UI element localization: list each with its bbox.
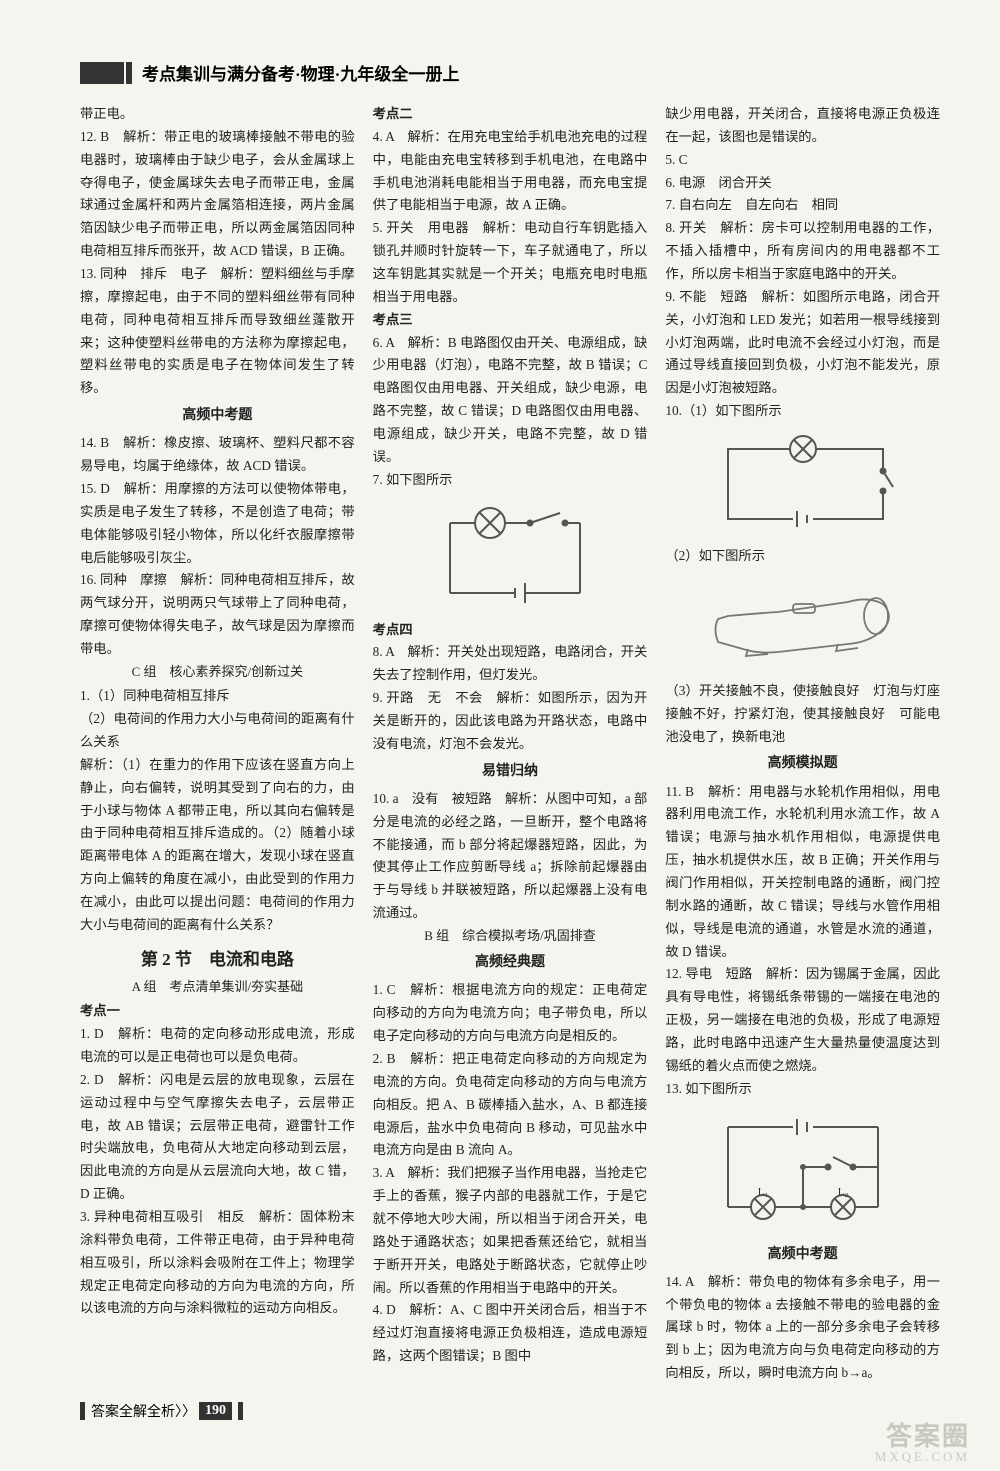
text: 1.（1）同种电荷相互排斥 xyxy=(80,685,355,708)
text: 6. 电源 闭合开关 xyxy=(665,172,940,195)
footer-decor-bar xyxy=(80,1402,85,1420)
subheading: A 组 考点清单集训/夯实基础 xyxy=(80,976,355,998)
column-1: 带正电。 12. B 解析：带正电的玻璃棒接触不带电的验电器时，玻璃棒由于缺少电… xyxy=(80,103,355,1393)
text: 5. 开关 用电器 解析：电动自行车钥匙插入锁孔并顺时针旋转一下，车子就通电了，… xyxy=(373,217,648,308)
watermark-url: MXQE.COM xyxy=(875,1449,970,1465)
text: 13. 如下图所示 xyxy=(665,1078,940,1101)
subheading: C 组 核心素养探究/创新过关 xyxy=(80,661,355,683)
circuit-diagram-q13: L₁ L₂ xyxy=(703,1107,903,1237)
keypoint-label: 考点一 xyxy=(80,1000,355,1023)
subheading: B 组 综合模拟考场/巩固排查 xyxy=(373,925,648,947)
text: 9. 不能 短路 解析：如图所示电路，闭合开关，小灯泡和 LED 发光；如若用一… xyxy=(665,286,940,400)
text: 缺少用电器，开关闭合，直接将电源正负极连在一起，该图也是错误的。 xyxy=(665,103,940,149)
heading: 高频中考题 xyxy=(665,1243,940,1267)
text: 9. 开路 无 不会 解析：如图所示，因为开关是断开的，因此该电路为开路状态，电… xyxy=(373,687,648,756)
text: 10.（1）如下图所示 xyxy=(665,400,940,423)
flashlight-diagram-q10b xyxy=(698,574,908,674)
text: 5. C xyxy=(665,149,940,172)
text: 8. 开关 解析：房卡可以控制用电器的工作，不插入插槽中，所有房间内的用电器都不… xyxy=(665,217,940,286)
text: 带正电。 xyxy=(80,103,355,126)
text: 15. D 解析：用摩擦的方法可以使物体带电，实质是电子发生了转移，不是创造了电… xyxy=(80,478,355,569)
footer-arrows: 〉〉 xyxy=(175,1401,196,1421)
section-title: 第 2 节 电流和电路 xyxy=(80,945,355,974)
label-l2: L₂ xyxy=(837,1186,848,1198)
text: 4. A 解析：在用充电宝给手机电池充电的过程中，电能由充电宝转移到手机电池，在… xyxy=(373,126,648,217)
text: 4. D 解析：A、C 图中开关闭合后，相当于不经过灯泡直接将电源正负极相连，造… xyxy=(373,1299,648,1368)
text: 1. C 解析：根据电流方向的规定：正电荷定向移动的方向为电流方向；电子带负电，… xyxy=(373,979,648,1048)
text: 7. 如下图所示 xyxy=(373,469,648,492)
keypoint-label: 考点四 xyxy=(373,619,648,642)
page-header: 考点集训与满分备考·物理·九年级全一册上 xyxy=(80,60,940,85)
heading: 高频中考题 xyxy=(80,404,355,428)
text: （2）如下图所示 xyxy=(665,545,940,568)
circuit-diagram-q10a xyxy=(703,429,903,539)
text: 2. D 解析：闪电是云层的放电现象，云层在运动过程中与空气摩擦失去电子，云层带… xyxy=(80,1069,355,1206)
content-columns: 带正电。 12. B 解析：带正电的玻璃棒接触不带电的验电器时，玻璃棒由于缺少电… xyxy=(80,103,940,1393)
text: 解析：（1）在重力的作用下应该在竖直方向上静止，向右偏转，说明其受到了向右的力，… xyxy=(80,754,355,937)
text: 6. A 解析：B 电路图仅由开关、电源组成，缺少用电器（灯泡），电路不完整，故… xyxy=(373,332,648,469)
text: 8. A 解析：开关处出现短路，电路闭合，开关失去了控制作用，但灯发光。 xyxy=(373,641,648,687)
text: 3. 异种电荷相互吸引 相反 解析：固体粉末涂料带负电荷，工件带正电荷，由于异种… xyxy=(80,1206,355,1320)
text: 2. B 解析：把正电荷定向移动的方向规定为电流的方向。负电荷定向移动的方向与电… xyxy=(373,1048,648,1162)
text: （3）开关接触不良，使接触良好 灯泡与灯座接触不好，拧紧灯泡，使其接触良好 可能… xyxy=(665,680,940,749)
keypoint-label: 考点三 xyxy=(373,309,648,332)
text: 3. A 解析：我们把猴子当作用电器，当抢走它手上的香蕉，猴子内部的电器就工作，… xyxy=(373,1162,648,1299)
footer-label: 答案全解全析 xyxy=(91,1401,175,1421)
text: 7. 自右向左 自左向右 相同 xyxy=(665,194,940,217)
text: 11. B 解析：用电器与水轮机作用相似，用电器利用电流工作，水轮机利用水流工作… xyxy=(665,781,940,964)
label-l1: L₁ xyxy=(757,1186,768,1198)
text: 13. 同种 排斥 电子 解析：塑料细丝与手摩擦，摩擦起电，由于不同的塑料细丝带… xyxy=(80,263,355,400)
header-title: 考点集训与满分备考·物理·九年级全一册上 xyxy=(142,60,459,85)
header-decor-block xyxy=(80,62,124,84)
text: （2）电荷间的作用力大小与电荷间的距离有什么关系 xyxy=(80,708,355,754)
circuit-diagram-q7 xyxy=(420,498,600,613)
column-2: 考点二 4. A 解析：在用充电宝给手机电池充电的过程中，电能由充电宝转移到手机… xyxy=(373,103,648,1393)
keypoint-label: 考点二 xyxy=(373,103,648,126)
column-3: 缺少用电器，开关闭合，直接将电源正负极连在一起，该图也是错误的。 5. C 6.… xyxy=(665,103,940,1393)
text: 12. B 解析：带正电的玻璃棒接触不带电的验电器时，玻璃棒由于缺少电子，会从金… xyxy=(80,126,355,263)
header-decor-bar xyxy=(126,62,132,84)
text: 14. A 解析：带负电的物体有多余电子，用一个带负电的物体 a 去接触不带电的… xyxy=(665,1271,940,1385)
text: 12. 导电 短路 解析：因为锡属于金属，因此具有导电性，将锡纸条带锡的一端接在… xyxy=(665,963,940,1077)
watermark-text: 答案圈 xyxy=(886,1416,970,1453)
page-footer: 答案全解全析 〉〉 190 xyxy=(80,1401,249,1421)
text: 16. 同种 摩擦 解析：同种电荷相互排斥，故两气球分开，说明两只气球带上了同种… xyxy=(80,569,355,660)
heading: 高频模拟题 xyxy=(665,752,940,776)
page-number: 190 xyxy=(199,1402,232,1420)
text: 14. B 解析：橡皮擦、玻璃杯、塑料尺都不容易导电，均属于绝缘体，故 ACD … xyxy=(80,432,355,478)
heading: 易错归纳 xyxy=(373,760,648,784)
text: 10. a 没有 被短路 解析：从图中可知，a 部分是电流的必经之路，一旦断开，… xyxy=(373,788,648,925)
footer-decor-bar xyxy=(238,1402,243,1420)
heading: 高频经典题 xyxy=(373,951,648,975)
text: 1. D 解析：电荷的定向移动形成电流，形成电流的可以是正电荷也可以是负电荷。 xyxy=(80,1023,355,1069)
